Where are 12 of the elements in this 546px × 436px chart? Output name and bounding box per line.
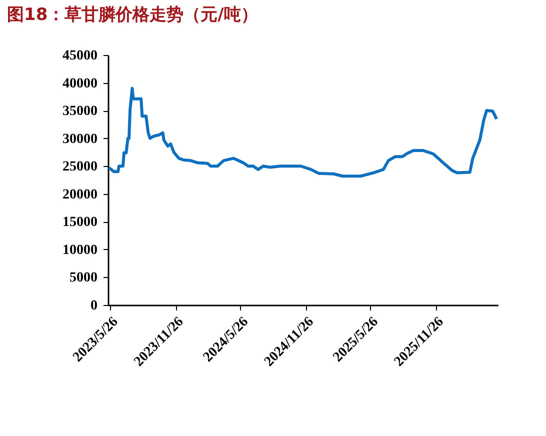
y-tick-label: 40000 bbox=[62, 76, 98, 92]
chart-title: 图18：草甘膦价格走势（元/吨） bbox=[7, 5, 258, 25]
y-tick-label: 30000 bbox=[62, 132, 98, 147]
y-tick-label: 0 bbox=[90, 298, 98, 314]
y-tick-label: 45000 bbox=[62, 48, 98, 64]
y-tick-label: 10000 bbox=[62, 242, 98, 258]
y-tick-label: 25000 bbox=[62, 160, 98, 175]
y-tick-label: 5000 bbox=[70, 270, 98, 286]
line-series bbox=[108, 86, 498, 178]
y-tick-label: 15000 bbox=[62, 215, 98, 230]
y-tick-label: 35000 bbox=[62, 104, 98, 120]
y-tick-label: 20000 bbox=[62, 187, 98, 202]
